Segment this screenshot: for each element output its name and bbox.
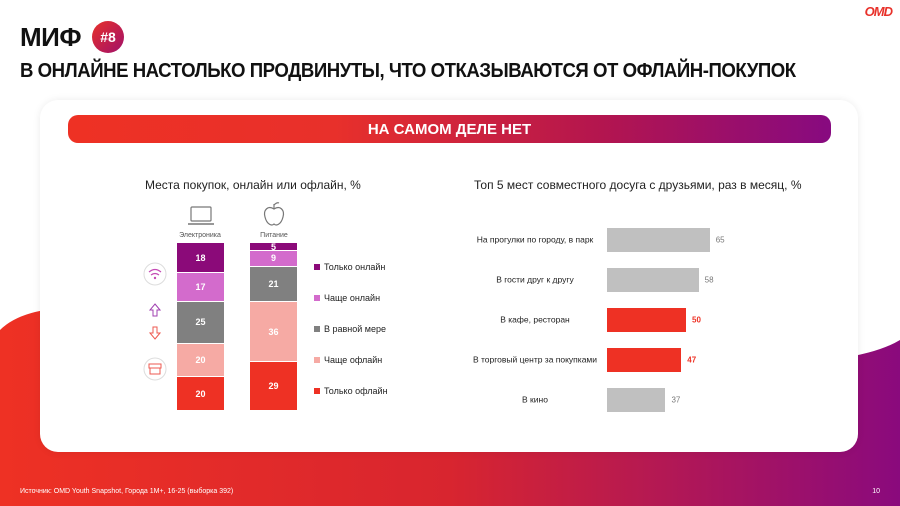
bar [607,348,682,372]
data-label: 58 [704,275,714,285]
data-label: 37 [671,395,681,405]
legend-item: Чаще офлайн [314,355,382,365]
category-label: В гости друг к другу [496,274,574,285]
bar-segment: 36 [250,300,297,362]
bar-segment: 5 [250,242,297,252]
category-label: В кафе, ресторан [500,314,570,325]
source-note: Источник: OMD Youth Snapshot, Города 1М+… [20,488,234,495]
verdict-banner: НА САМОМ ДЕЛЕ НЕТ [68,115,831,143]
data-label: 50 [692,315,701,325]
legend-label: В равной мере [324,324,387,334]
data-label: 47 [687,355,697,365]
legend-label: Только офлайн [324,386,388,396]
store-icon [143,357,167,381]
legend-item: Только онлайн [314,262,385,272]
category-label: В кино [522,394,548,405]
bar-segment: 29 [250,361,297,410]
legend-label: Чаще онлайн [324,293,381,303]
bar [607,268,699,292]
data-label: 65 [715,235,725,245]
arrow-down-icon [149,326,161,340]
arrow-up-icon [149,303,161,317]
page-title: МИФ [20,22,82,52]
legend-swatch [314,388,320,394]
bar-segment: 20 [177,342,224,377]
bar-segment: 25 [177,300,224,343]
bar-segment: 18 [177,242,224,273]
page-subtitle: В ОНЛАЙНЕ НАСТОЛЬКО ПРОДВИНУТЫ, ЧТО ОТКА… [20,60,796,82]
legend-label: Чаще офлайн [324,355,383,365]
page-number: 10 [872,488,880,495]
category-label: В торговый центр за покупками [472,354,598,365]
legend-swatch [314,326,320,332]
omd-logo: OMD [864,4,893,19]
bar-segment: 21 [250,265,297,301]
legend-swatch [314,295,320,301]
bar [607,228,710,252]
category-label: На прогулки по городу, в парк [476,234,594,245]
legend-swatch [314,357,320,363]
myth-badge: #8 [92,21,124,53]
legend-item: Чаще онлайн [314,293,380,303]
bar [607,388,666,412]
bar-segment: 20 [177,376,224,410]
legend-label: Только онлайн [324,262,386,272]
bar-segment: 17 [177,272,224,301]
apple-icon [263,202,285,226]
legend-item: Только офлайн [314,386,388,396]
bar-label-food: Питание [260,232,288,239]
bar-label-electronics: Электроника [179,232,221,239]
legend-swatch [314,264,320,270]
legend-item: В равной мере [314,324,386,334]
left-chart-title: Места покупок, онлайн или офлайн, % [145,178,361,192]
bar-segment: 9 [250,250,297,266]
wifi-icon [143,262,167,286]
content-card [40,100,858,452]
laptop-icon [188,206,214,225]
bar [607,308,686,332]
right-chart-title: Топ 5 мест совместного досуга с друзьями… [474,178,802,192]
